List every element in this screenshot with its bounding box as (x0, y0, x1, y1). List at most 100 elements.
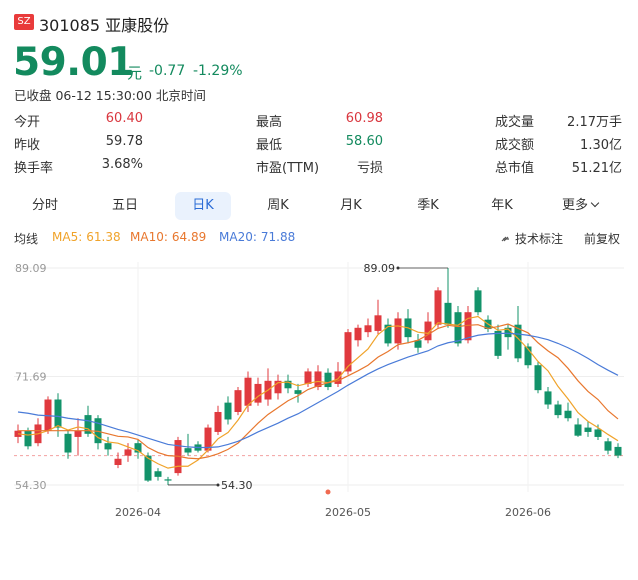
legend-value: 71.88 (260, 230, 296, 244)
unit: 元 (127, 64, 143, 82)
y-tick-label: 54.30 (15, 479, 47, 492)
tool[interactable]: 技术标注 (515, 232, 564, 246)
candle-body (24, 430, 32, 447)
candle-body (554, 404, 562, 416)
candle-body (274, 380, 282, 394)
stat-value: 59.78 (105, 134, 143, 149)
candle-body (104, 443, 112, 450)
stat-label: 成交额 (495, 138, 535, 153)
candle-body (304, 371, 312, 384)
candle-body (384, 324, 392, 344)
candle-body (444, 302, 452, 325)
tab[interactable]: 年K (491, 198, 513, 213)
ma-line (17, 315, 619, 469)
candle-body (564, 410, 572, 419)
candle-body (74, 430, 82, 437)
stock-name: 301085 亚康股份 (39, 16, 170, 35)
stat-value: 1.30亿 (580, 138, 622, 153)
tab[interactable]: 日K (175, 192, 231, 220)
legend-title: 均线 (14, 232, 39, 246)
candle-body (54, 399, 62, 428)
annotation-label: 89.09 (364, 262, 396, 275)
candle-body (234, 390, 242, 412)
stat-label: 最低 (256, 138, 283, 153)
candle-body (434, 290, 442, 325)
x-tick-label: 2026-05 (325, 506, 371, 519)
candle-body (514, 324, 522, 359)
candle-body (334, 371, 342, 384)
candle-body (504, 327, 512, 338)
candle-body (394, 318, 402, 344)
candle-body (594, 429, 602, 437)
change: -0.77 (149, 63, 186, 79)
candle-body (294, 390, 302, 394)
candle-body (574, 424, 582, 436)
stat-value: 58.60 (345, 134, 383, 149)
candle-body (114, 458, 122, 465)
candle-body (494, 330, 502, 356)
candle-body (364, 325, 372, 333)
legend-name: MA20: 71.88 (219, 230, 296, 244)
candle-body (204, 427, 212, 451)
candle-body (524, 346, 532, 366)
candle-body (544, 391, 552, 405)
candle-body (164, 479, 172, 481)
market-badge: SZ (14, 14, 34, 30)
event-dot (325, 489, 331, 495)
y-tick-label: 89.09 (15, 262, 47, 275)
x-tick-label: 2026-06 (505, 506, 551, 519)
legend-name: MA5: 61.38 (52, 230, 121, 244)
candle-body (224, 402, 232, 420)
candle-body (424, 321, 432, 341)
tool-icon-shape (501, 236, 509, 242)
tab[interactable]: 周K (267, 198, 289, 213)
stat-value: 60.98 (345, 111, 383, 126)
candle-body (604, 441, 612, 451)
stat-value: 60.40 (105, 111, 143, 126)
stat-label: 成交量 (495, 115, 535, 130)
stat-value: 亏损 (356, 161, 383, 176)
candle-body (214, 411, 222, 432)
change-pct: -1.29% (193, 63, 243, 79)
candle-body (374, 315, 382, 331)
candle-body (124, 449, 132, 456)
stat-label: 昨收 (14, 138, 41, 153)
annotation-dot (396, 266, 400, 270)
stat-label: 换手率 (14, 161, 54, 176)
candle-body (94, 418, 102, 444)
stat-label: 总市值 (495, 161, 535, 176)
candle-body (344, 332, 352, 372)
x-tick-label: 2026-04 (115, 506, 161, 519)
stat-value: 2.17万手 (567, 115, 622, 130)
candle-body (324, 372, 332, 388)
stat-label: 市盈(TTM) (256, 161, 320, 176)
tool[interactable]: 前复权 (584, 232, 621, 246)
candle-body (44, 399, 52, 431)
legend-value: 64.89 (171, 230, 207, 244)
candle-body (584, 427, 592, 432)
candle-body (254, 383, 262, 403)
stat-value: 3.68% (101, 157, 143, 172)
tab[interactable]: 分时 (31, 198, 58, 213)
candle-body (144, 455, 152, 481)
candle-body (84, 415, 92, 434)
candle-body (154, 471, 162, 477)
tool-icon (501, 236, 509, 242)
annotation-label: 54.30 (221, 479, 253, 492)
candle-body (244, 377, 252, 406)
candle-body (464, 312, 472, 341)
candle-body (414, 340, 422, 348)
candle-body (474, 290, 482, 313)
tab[interactable]: 季K (417, 198, 439, 213)
legend-value: 61.38 (86, 230, 121, 244)
candle-body (184, 448, 192, 453)
candle-body (284, 380, 292, 389)
ma-line (18, 323, 619, 460)
tab[interactable]: 更多 (552, 192, 608, 220)
candle-body (64, 433, 72, 453)
tab[interactable]: 月K (340, 198, 362, 213)
tab[interactable]: 五日 (111, 198, 138, 213)
candle-body (314, 371, 322, 388)
